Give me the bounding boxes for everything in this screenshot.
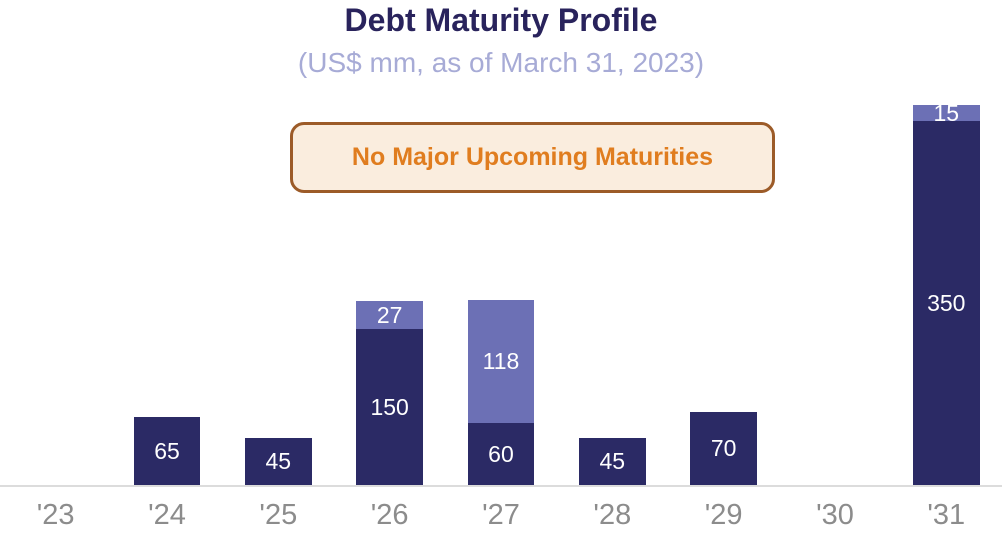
x-tick-label-23: '23 (36, 499, 75, 531)
bar-segment-light-tranche: 15 (912, 101, 980, 124)
x-tick-label-26: '26 (370, 499, 409, 531)
bar-slot-28: 45 (557, 100, 668, 485)
bar-segment-dark-tranche: 45 (578, 438, 646, 485)
bar-segment-dark-tranche: 65 (133, 417, 201, 485)
bar-plot-area: 65 45 150 27 60 118 45 70 350 15 (0, 100, 1002, 487)
chart-header: Debt Maturity Profile (US$ mm, as of Mar… (0, 0, 1002, 79)
x-tick-label-31: '31 (927, 499, 966, 531)
bar-value-label: 150 (370, 393, 409, 420)
chart-title: Debt Maturity Profile (344, 2, 658, 38)
bar-segment-dark-tranche: 45 (244, 438, 312, 485)
bar-slot-30 (779, 100, 890, 485)
bar-slot-27: 60 118 (445, 100, 556, 485)
x-tick-label-25: '25 (259, 499, 298, 531)
bar-value-label: 60 (488, 440, 514, 467)
bar-value-label: 350 (927, 289, 966, 316)
callout-label: No Major Upcoming Maturities (351, 143, 714, 171)
bar-segment-light-tranche: 118 (467, 300, 535, 423)
bar-26: 150 27 (356, 301, 424, 485)
bar-segment-dark-tranche: 70 (690, 412, 758, 485)
bar-value-label: 45 (599, 448, 626, 474)
bar-slot-31: 350 15 (891, 100, 1002, 485)
bar-24: 65 (133, 417, 201, 485)
x-tick-label-24: '24 (148, 499, 186, 531)
bar-segment-light-tranche: 27 (356, 301, 424, 329)
bar-value-label: 27 (376, 301, 403, 328)
bar-segment-dark-tranche: 60 (467, 423, 535, 485)
bar-value-label: 45 (265, 448, 292, 474)
bar-slot-29: 70 (668, 100, 779, 485)
bar-31: 350 15 (912, 101, 980, 485)
bar-value-label: 118 (482, 348, 520, 374)
bar-28: 45 (578, 438, 646, 485)
x-tick-label-28: '28 (593, 499, 632, 531)
bar-segment-dark-tranche: 350 (912, 121, 980, 485)
bar-value-label: 70 (710, 435, 737, 461)
x-tick-label-27: '27 (482, 499, 520, 531)
chart-subtitle: (US$ mm, as of March 31, 2023) (297, 47, 705, 78)
callout-no-maturities: No Major Upcoming Maturities (290, 122, 775, 193)
bar-27: 60 118 (467, 300, 535, 485)
bar-value-label: 65 (154, 437, 180, 464)
bar-25: 45 (244, 438, 312, 485)
bar-slot-25: 45 (223, 100, 334, 485)
bar-29: 70 (690, 412, 758, 485)
x-tick-label-29: '29 (704, 499, 743, 531)
bar-slot-24: 65 (111, 100, 222, 485)
bar-slot-23 (0, 100, 111, 485)
bar-segment-dark-tranche: 150 (356, 329, 424, 485)
x-axis-labels: '23 '24 '25 '26 '27 '28 '29 '30 '31 (0, 499, 1002, 532)
bar-value-label: 15 (933, 99, 960, 126)
x-tick-label-30: '30 (816, 499, 854, 531)
bar-slot-26: 150 27 (334, 100, 445, 485)
